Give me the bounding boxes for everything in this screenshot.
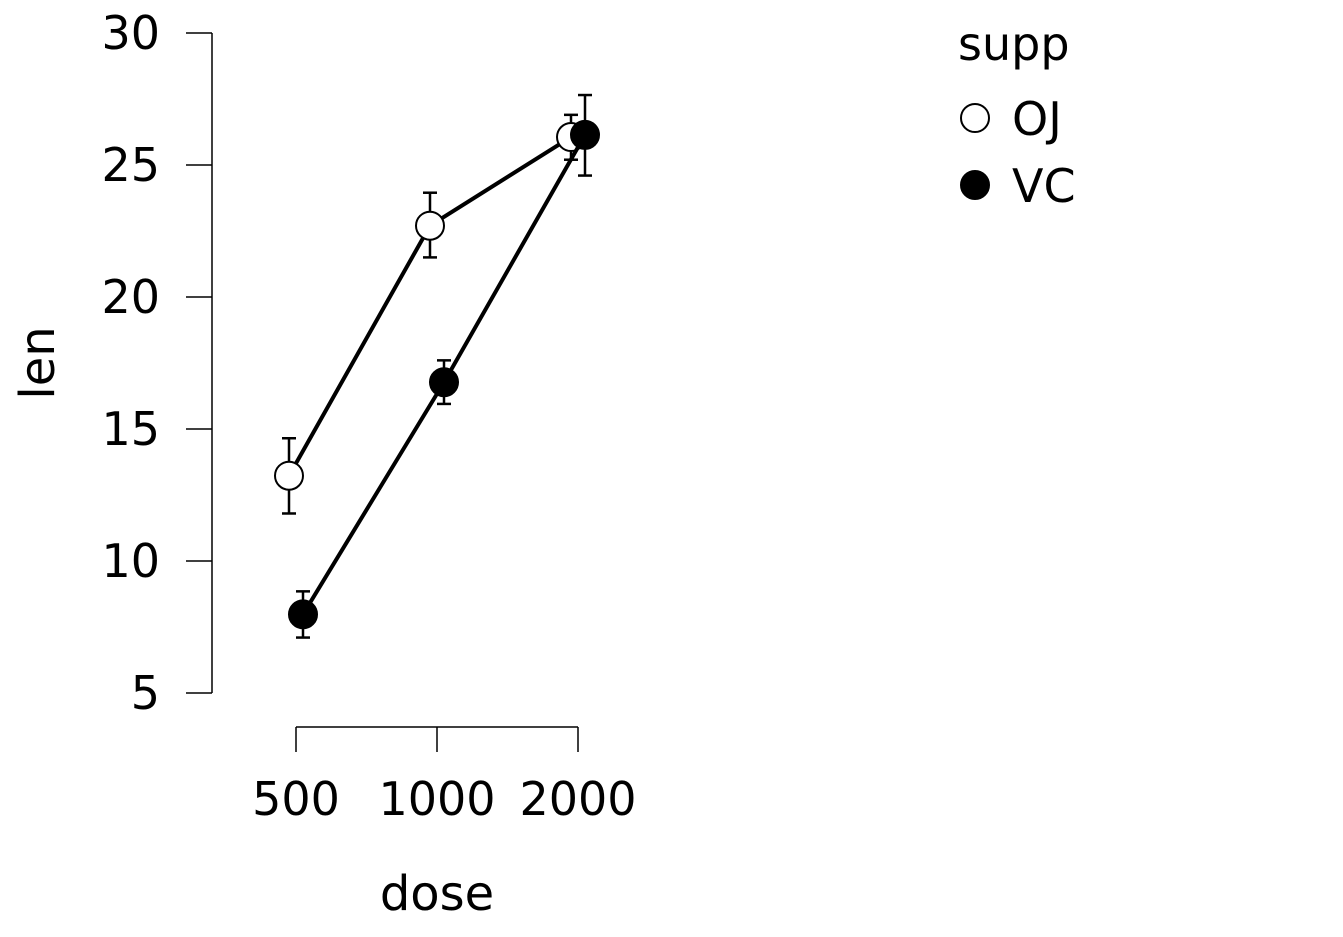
y-tick-label: 10 — [101, 534, 160, 588]
legend-marker — [960, 103, 990, 133]
legend-item-oj: OJ — [960, 92, 1062, 146]
x-tick-label: 2000 — [519, 772, 636, 826]
series-vc — [288, 93, 600, 639]
legend-label: VC — [1012, 159, 1076, 213]
y-tick-label: 5 — [131, 666, 160, 720]
data-point — [288, 599, 318, 630]
y-tick-label: 20 — [101, 270, 160, 324]
legend-label: OJ — [1012, 92, 1062, 146]
data-point — [429, 367, 459, 398]
legend: supp OJ VC — [958, 17, 1076, 213]
x-tick-label: 500 — [252, 772, 340, 826]
series-oj — [274, 113, 586, 515]
y-tick-label: 25 — [101, 138, 160, 192]
legend-title: supp — [958, 17, 1070, 71]
x-tick-label: 1000 — [378, 772, 495, 826]
data-point — [415, 210, 445, 241]
y-axis-title: len — [10, 326, 66, 399]
series-line — [287, 135, 573, 477]
data-point — [274, 460, 304, 491]
plot-series — [274, 93, 600, 639]
y-tick-label: 30 — [101, 6, 160, 60]
legend-item-vc: VC — [960, 159, 1076, 213]
y-tick-label: 15 — [101, 402, 160, 456]
legend-items: OJ VC — [960, 92, 1076, 213]
x-axis-title: dose — [380, 866, 494, 922]
data-point — [570, 119, 600, 150]
legend-marker — [960, 170, 990, 200]
x-axis: 500 1000 2000 — [252, 726, 637, 826]
y-axis: 5 10 15 20 25 30 — [101, 6, 213, 720]
